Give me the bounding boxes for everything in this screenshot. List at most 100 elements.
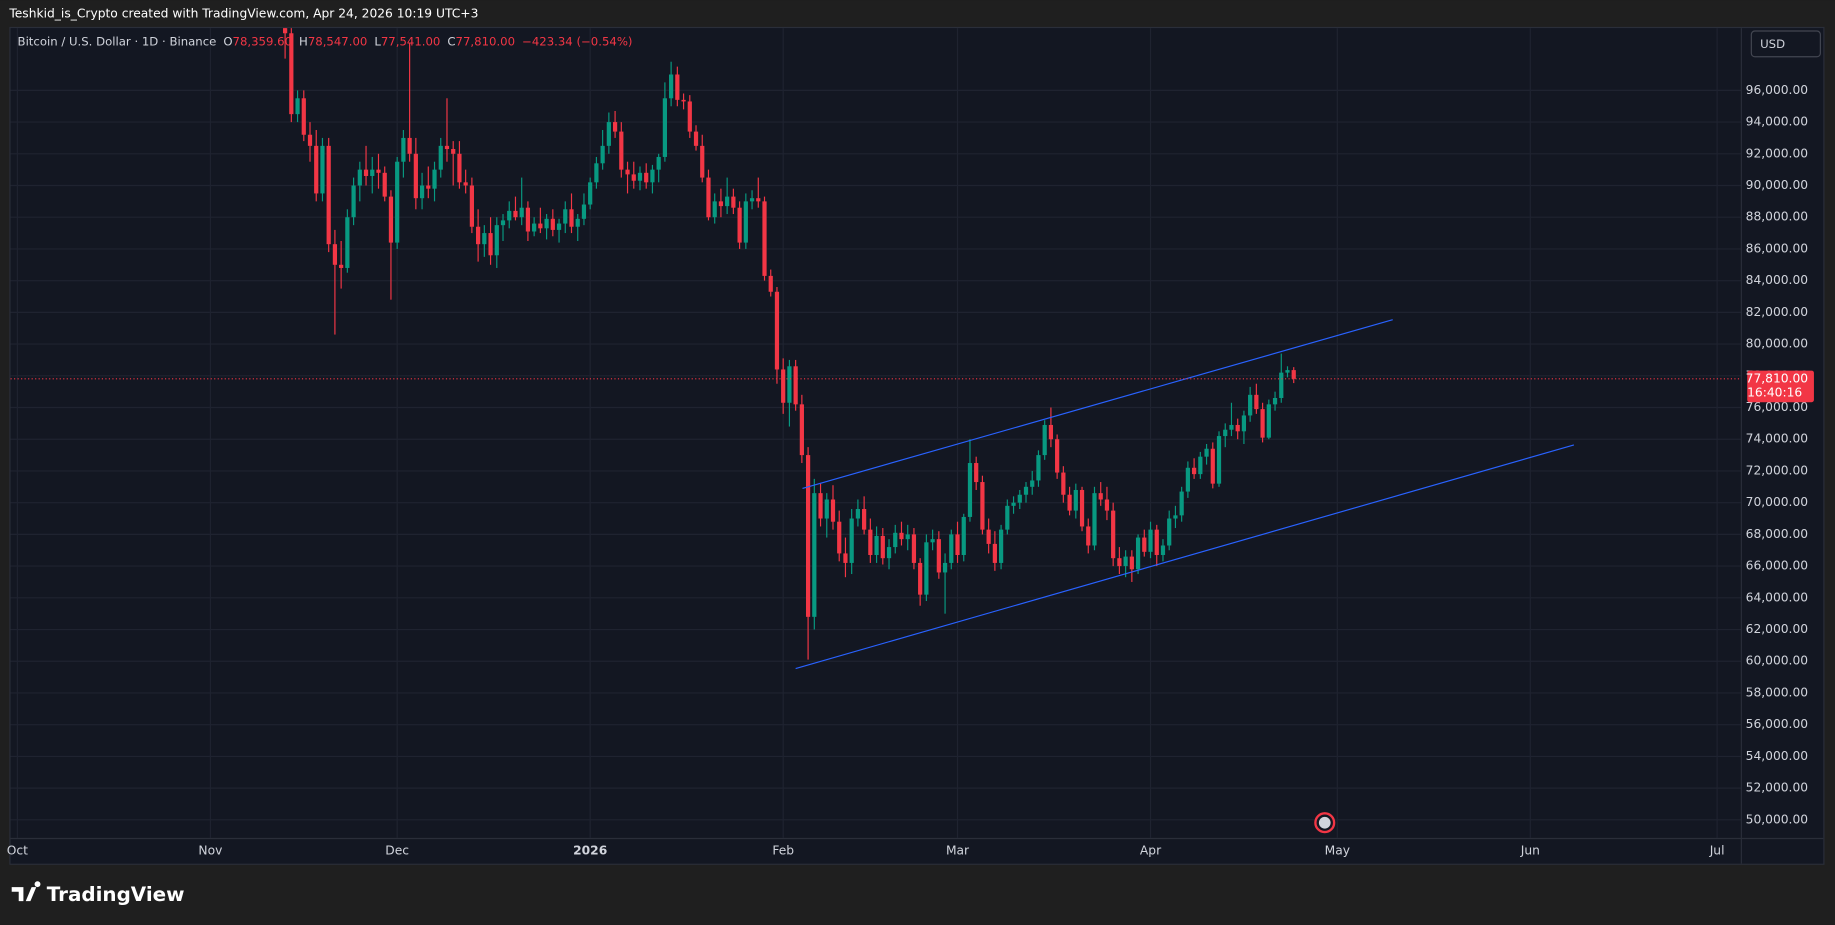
candle-body <box>843 553 848 563</box>
legend-l: 77,541.00 <box>381 34 440 48</box>
candle-body <box>1086 526 1091 546</box>
x-tick-label: May <box>1325 843 1350 857</box>
candle-body <box>395 161 400 243</box>
brand-logo: TradingView <box>11 881 185 906</box>
candle-body <box>1216 436 1222 484</box>
legend: Bitcoin / U.S. Dollar · 1D · Binance O78,… <box>18 34 633 48</box>
candle-body <box>1117 558 1122 567</box>
candle-body <box>401 137 406 162</box>
candle-body <box>1036 455 1041 481</box>
candle-body <box>382 172 387 197</box>
candle-body <box>1067 494 1072 511</box>
candle-body <box>351 185 356 218</box>
candle-body <box>986 529 991 544</box>
x-tick-label: Feb <box>772 843 794 857</box>
candle-body <box>712 201 717 218</box>
candle-body <box>1011 502 1016 506</box>
candle-body <box>980 482 985 530</box>
currency-button[interactable] <box>1750 30 1821 58</box>
legend-c-label: C <box>447 34 455 48</box>
candle-body <box>588 182 593 205</box>
candle-body <box>893 532 898 548</box>
candle-body <box>1061 472 1066 495</box>
x-tick-label: Jun <box>1520 843 1540 857</box>
candle-body <box>301 98 306 135</box>
candle-body <box>370 169 375 176</box>
y-tick-label: 60,000.00 <box>1746 654 1808 668</box>
candle-body <box>1198 456 1203 475</box>
candle-body <box>700 145 705 178</box>
candle-body <box>600 145 605 164</box>
candle-body <box>930 539 935 543</box>
y-tick-label: 76,000.00 <box>1746 400 1808 414</box>
candle-body <box>718 201 724 207</box>
candle-body <box>1229 424 1234 430</box>
y-tick-label: 66,000.00 <box>1746 559 1808 573</box>
candle-body <box>731 196 736 208</box>
candle-body <box>868 529 873 556</box>
candle-body <box>974 463 979 483</box>
candle-body <box>1079 489 1085 527</box>
candle-body <box>936 539 941 573</box>
chart-frame <box>9 26 1825 865</box>
y-tick-label: 52,000.00 <box>1746 781 1808 795</box>
candle-body <box>905 534 910 540</box>
brand-name: TradingView <box>47 883 185 906</box>
legend-h: 78,547.00 <box>308 34 367 48</box>
candle-body <box>1279 372 1284 399</box>
candle-body <box>457 153 462 183</box>
y-tick-label: 56,000.00 <box>1746 717 1808 731</box>
currency-label[interactable]: USD <box>1760 37 1785 51</box>
y-tick-label: 72,000.00 <box>1746 463 1808 477</box>
candle-body <box>998 529 1004 563</box>
candle-body <box>619 131 624 170</box>
candle-body <box>1291 370 1296 379</box>
candle-body <box>339 264 344 268</box>
candle-body <box>594 163 599 183</box>
candle-body <box>1073 489 1078 511</box>
candle-body <box>1254 394 1259 410</box>
candle-body <box>675 74 680 100</box>
candle-body <box>444 145 450 150</box>
candle-body <box>314 145 319 194</box>
candle-body <box>376 169 381 173</box>
candle-body <box>849 518 854 563</box>
candle-body <box>1111 510 1116 559</box>
candle-body <box>569 209 574 227</box>
candle-body <box>1210 448 1215 484</box>
trend-line <box>795 444 1575 670</box>
y-tick-label: 54,000.00 <box>1746 749 1808 763</box>
candle-body <box>295 98 300 115</box>
legend-symbol: Bitcoin / U.S. Dollar · 1D · Binance <box>18 34 217 48</box>
candle-body <box>837 521 842 554</box>
y-tick-label: 94,000.00 <box>1746 115 1808 129</box>
candle-body <box>1185 467 1190 492</box>
candle-body <box>1235 424 1240 432</box>
event-icon-flag <box>1318 816 1331 829</box>
candle-body <box>955 534 960 556</box>
credit: Teshkid_is_Crypto created with TradingVi… <box>8 7 478 21</box>
candle-body <box>830 499 836 522</box>
grid <box>10 28 1742 838</box>
candle-body <box>756 198 761 202</box>
plot <box>10 28 1742 670</box>
candle-body <box>1055 439 1060 473</box>
y-tick-label: 50,000.00 <box>1746 812 1808 826</box>
candle-body <box>899 532 904 540</box>
candle-body <box>1266 404 1271 438</box>
candle-body <box>1160 545 1166 556</box>
candle-body <box>1204 448 1209 457</box>
candle-body <box>438 145 443 170</box>
candle-body <box>1048 424 1054 440</box>
candle-body <box>824 499 829 519</box>
y-tick-label: 96,000.00 <box>1746 83 1808 97</box>
candle-body <box>886 547 892 559</box>
candle-body <box>1030 480 1035 487</box>
candle-body <box>1241 415 1247 432</box>
candle-body <box>961 516 966 556</box>
candle-body <box>818 493 823 519</box>
candle-body <box>625 169 630 175</box>
candle-body <box>513 210 518 218</box>
candle-body <box>644 172 649 183</box>
